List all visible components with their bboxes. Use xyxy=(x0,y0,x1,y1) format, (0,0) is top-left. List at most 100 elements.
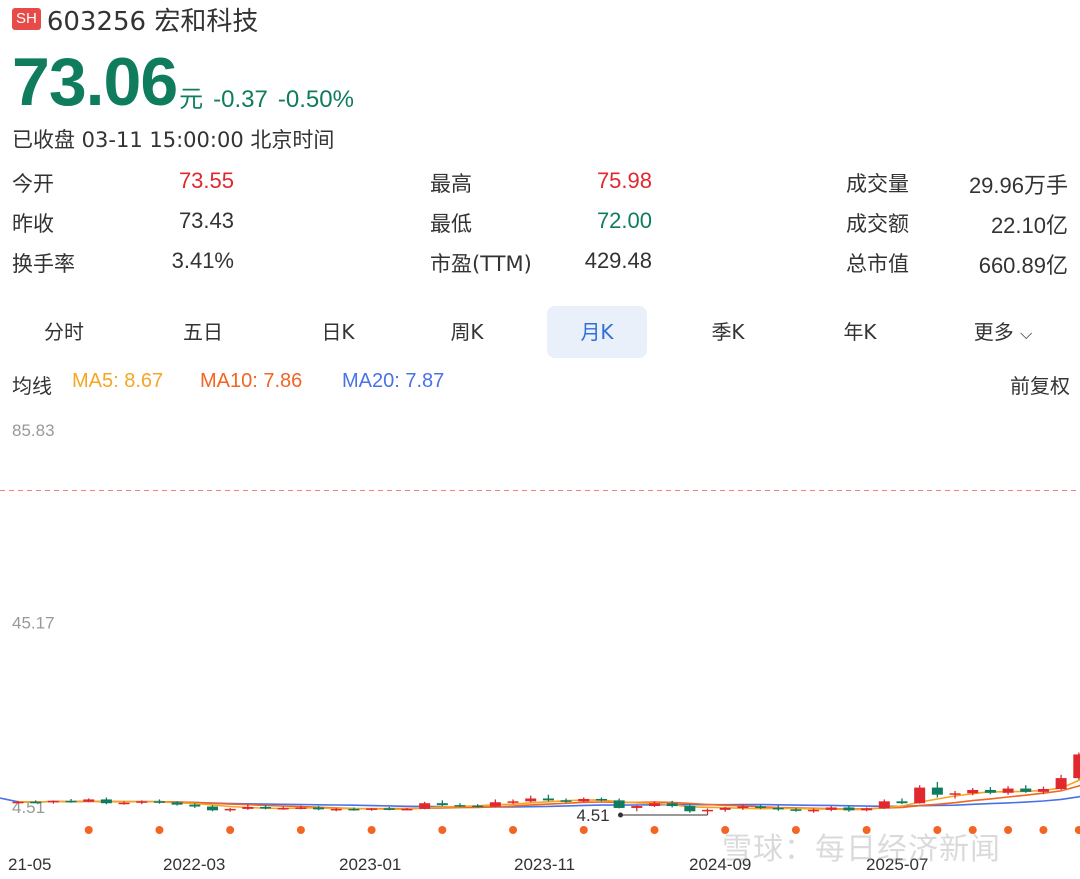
candle-body xyxy=(348,808,360,811)
candle-body xyxy=(65,800,77,803)
candle-body xyxy=(542,798,554,801)
stat-value: 73.55 xyxy=(178,168,234,193)
candle-body xyxy=(171,802,183,805)
price-change: -0.37 xyxy=(213,86,268,113)
candle-body xyxy=(366,808,378,810)
candle-body xyxy=(100,799,112,804)
stat-label: 市盈(TTM) xyxy=(430,252,532,276)
price-row: 73.06 元 -0.37 -0.50% xyxy=(12,44,364,120)
event-dot xyxy=(438,826,447,834)
stat-value: 22.10亿 xyxy=(990,213,1068,238)
stat-row: 换手率 3.41% 市盈(TTM) 429.48 总市值 660.89亿 xyxy=(12,248,1070,288)
stat-value: 75.98 xyxy=(596,168,652,193)
stat-value: 660.89亿 xyxy=(978,253,1068,278)
candle-body xyxy=(790,809,802,811)
watermark: 雪球：每日经济新闻 xyxy=(722,832,1001,867)
stat-label: 昨收 xyxy=(12,212,54,236)
candle-body xyxy=(666,803,678,807)
candle-body xyxy=(808,809,820,812)
candle-body xyxy=(242,806,254,809)
candle-body xyxy=(189,804,201,807)
current-price: 73.06 xyxy=(12,44,178,120)
candle-body xyxy=(525,798,537,802)
chevron-down-icon: ⌵ xyxy=(1020,324,1033,343)
candle-body xyxy=(702,809,714,812)
x-tick-label: 2024-09 xyxy=(689,855,751,874)
event-dot xyxy=(84,826,93,834)
ma5-value: MA5: 8.67 xyxy=(72,370,164,392)
tab-1[interactable]: 分时 xyxy=(44,320,84,344)
candle-body xyxy=(560,800,572,802)
candle-body xyxy=(206,806,218,811)
candle-body xyxy=(1002,788,1014,793)
adjust-toggle[interactable]: 前复权 xyxy=(1010,376,1070,398)
event-dot xyxy=(1004,826,1013,834)
candle-body xyxy=(30,801,42,804)
candle-body xyxy=(648,803,660,807)
candle-body xyxy=(47,800,59,803)
tab-5[interactable]: 月K xyxy=(547,306,647,358)
stat-label: 成交量 xyxy=(846,172,909,196)
price-unit: 元 xyxy=(179,85,204,113)
tab-2[interactable]: 五日 xyxy=(183,320,223,344)
stat-label: 最高 xyxy=(430,172,472,196)
candle-body xyxy=(295,807,307,809)
event-dot xyxy=(968,826,977,834)
low-marker-dot xyxy=(618,812,624,818)
candle-body xyxy=(949,793,961,795)
candle-body xyxy=(896,801,908,804)
tab-8[interactable]: 更多 ⌵ xyxy=(973,320,1033,344)
candle-body xyxy=(1073,754,1080,779)
tab-4[interactable]: 周K xyxy=(450,320,484,344)
candle-body xyxy=(277,807,289,810)
candle-body xyxy=(419,803,431,809)
candle-body xyxy=(454,805,466,807)
stat-label: 换手率 xyxy=(12,252,75,276)
event-dot xyxy=(579,826,588,834)
stats-grid: 今开 73.55 最高 75.98 成交量 29.96万手 昨收 73.43 最低 72.00 成交… xyxy=(12,168,1070,288)
candle-body xyxy=(631,806,643,808)
candle-body xyxy=(507,801,519,803)
candle-body xyxy=(737,806,749,809)
candle-body xyxy=(83,799,95,802)
tab-7[interactable]: 年K xyxy=(843,320,877,344)
event-dot xyxy=(721,826,730,834)
candle-body xyxy=(931,787,943,795)
ma10-value: MA10: 7.86 xyxy=(200,370,303,392)
stat-value: 429.48 xyxy=(584,248,652,273)
candle-body xyxy=(1055,778,1067,790)
candle-body xyxy=(914,787,926,804)
period-tabs: 分时 五日 日K 周K 月K 季K 年K 更多 ⌵ xyxy=(0,306,1080,358)
candle-body xyxy=(153,801,165,803)
candle-body xyxy=(224,808,236,811)
ma-label: 均线 xyxy=(12,376,52,398)
event-dot xyxy=(509,826,518,834)
candle-body xyxy=(401,808,413,811)
stat-label: 最低 xyxy=(430,212,472,236)
event-dot xyxy=(226,826,235,834)
low-marker-label: 4.51 xyxy=(577,806,610,825)
candle-body xyxy=(755,806,767,809)
candle-body xyxy=(489,802,501,807)
candle-body xyxy=(684,806,696,812)
event-dot xyxy=(650,826,659,834)
ma-legend: 均线 MA5: 8.67 MA10: 7.86 MA20: 7.87 前复权 xyxy=(12,370,1070,400)
event-dot xyxy=(155,826,164,834)
x-tick-label: 2025-07 xyxy=(866,855,928,874)
stat-value: 73.43 xyxy=(178,208,234,233)
stat-value: 72.00 xyxy=(596,208,652,233)
kline-chart[interactable]: 85.8345.174.5185.834.5121-052022-032023-… xyxy=(0,410,1080,879)
candle-body xyxy=(772,807,784,810)
event-dot xyxy=(862,826,871,834)
event-dot xyxy=(933,826,942,834)
x-tick-label: 2023-01 xyxy=(339,855,401,874)
tab-6[interactable]: 季K xyxy=(711,320,745,344)
candle-body xyxy=(260,806,272,809)
tab-3[interactable]: 日K xyxy=(321,320,355,344)
event-dot xyxy=(1039,826,1048,834)
exchange-badge: SH xyxy=(12,8,41,30)
stock-title: 603256 宏和科技 xyxy=(46,6,259,37)
candle-body xyxy=(613,800,625,808)
stat-label: 总市值 xyxy=(846,252,909,276)
price-change-pct: -0.50% xyxy=(277,86,354,113)
